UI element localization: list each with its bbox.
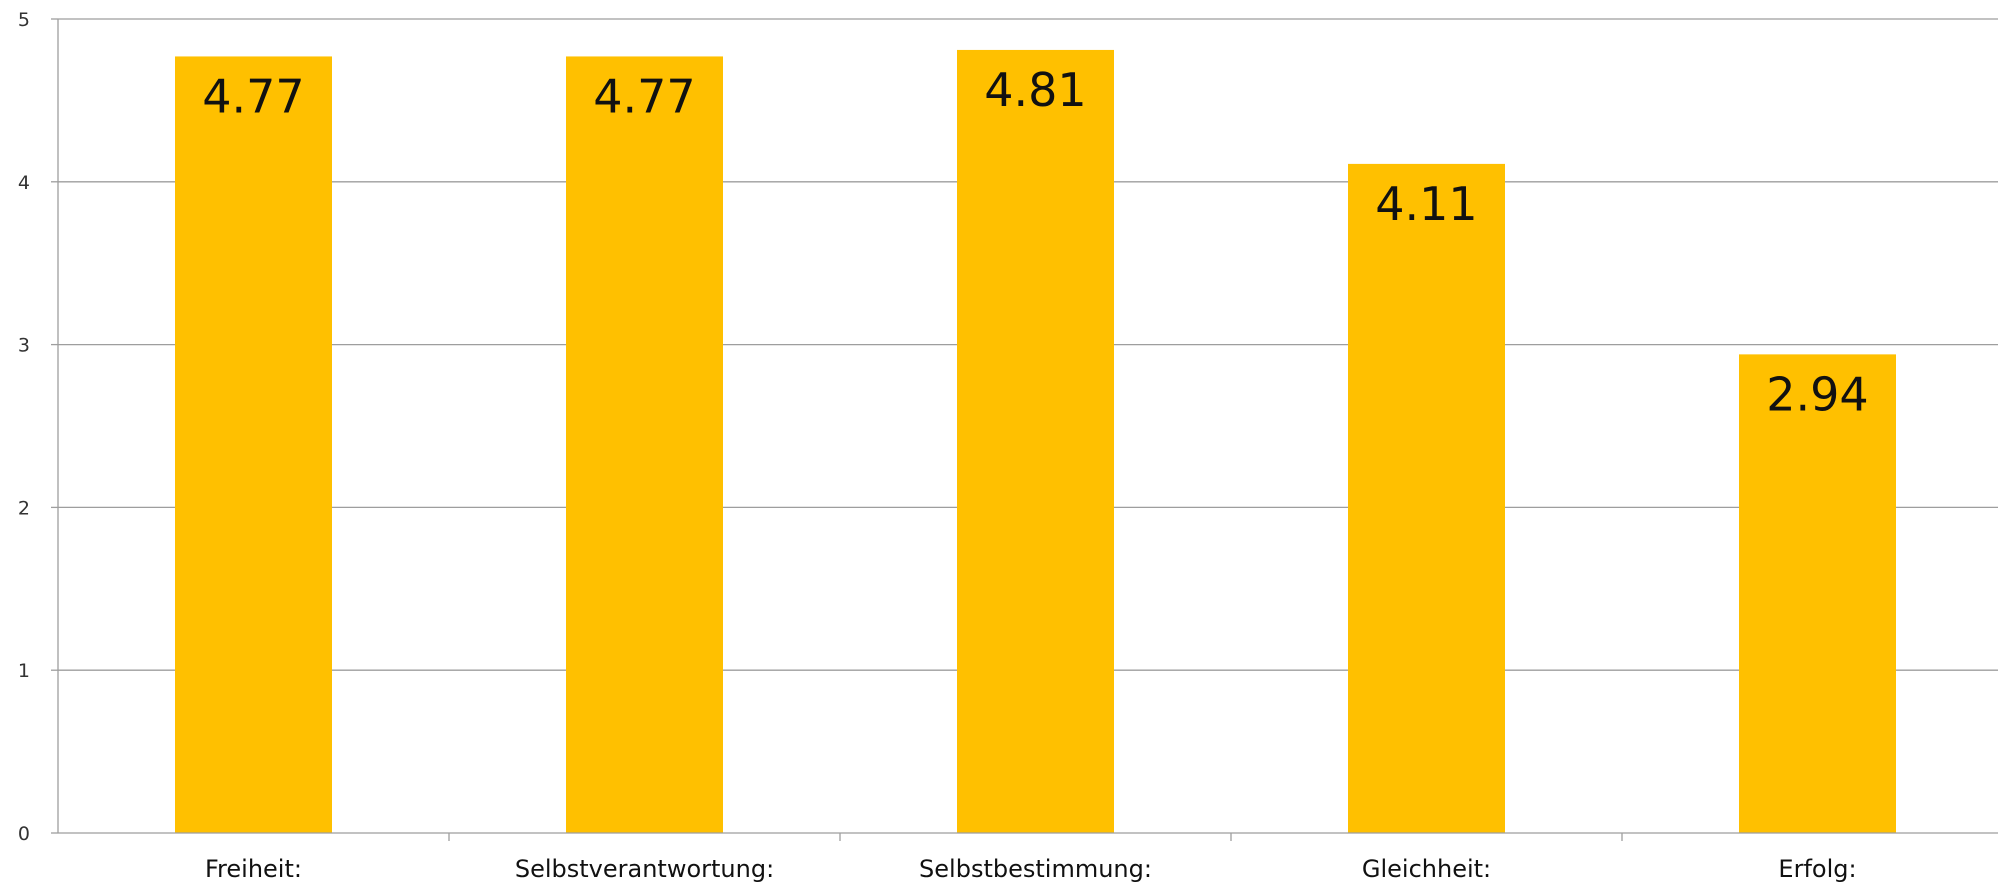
bar bbox=[175, 56, 332, 834]
x-category-label: Freiheit: bbox=[205, 855, 302, 883]
x-axis-labels: Freiheit: Selbstverantwortung: Selbstbesti… bbox=[205, 855, 1857, 883]
bar bbox=[566, 56, 723, 834]
x-category-label: Gleichheit: bbox=[1362, 855, 1491, 883]
x-category-label: Erfolg: bbox=[1778, 855, 1856, 883]
x-category-label: Selbstbestimmung: bbox=[919, 855, 1152, 883]
bar-value-label: 4.77 bbox=[593, 69, 695, 123]
x-category-label: Selbstverantwortung: bbox=[515, 855, 774, 883]
bar bbox=[957, 49, 1114, 833]
bar-value-label: 4.81 bbox=[984, 63, 1086, 117]
y-tick-label: 1 bbox=[18, 660, 30, 682]
y-tick-label: 3 bbox=[18, 335, 30, 357]
bars: 4.77 4.77 4.81 4.11 2.94 bbox=[175, 49, 1896, 834]
bar bbox=[1348, 163, 1505, 834]
y-tick-label: 2 bbox=[18, 497, 30, 519]
y-tick-label: 4 bbox=[18, 172, 30, 194]
y-axis-ticks: 0 1 2 3 4 5 bbox=[18, 9, 58, 845]
y-tick-label: 0 bbox=[18, 823, 30, 845]
bar-value-label: 4.11 bbox=[1375, 177, 1477, 231]
bar-value-label: 4.77 bbox=[202, 69, 304, 123]
axes bbox=[57, 19, 1998, 841]
y-tick-label: 5 bbox=[18, 9, 30, 31]
bar bbox=[1739, 354, 1896, 833]
bar-value-label: 2.94 bbox=[1766, 367, 1868, 421]
